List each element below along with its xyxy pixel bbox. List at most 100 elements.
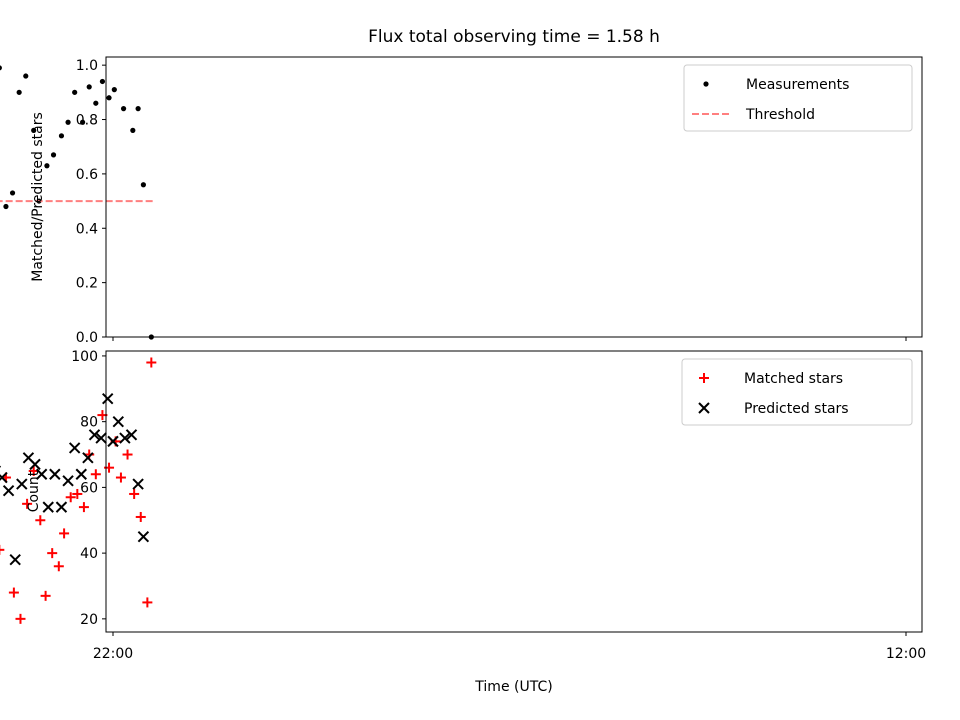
- predicted-star-point: [55, 501, 68, 513]
- predicted-star-point: [102, 392, 114, 405]
- predicted-star-stroke-b: [16, 478, 28, 490]
- measurement-point: [16, 89, 22, 95]
- matched-star-point: [59, 528, 70, 539]
- legend-x-b: [698, 402, 710, 414]
- predicted-star-point: [88, 429, 101, 441]
- predicted-star-stroke-b: [42, 501, 54, 513]
- predicted-star-stroke-b: [119, 432, 131, 444]
- x-axis-label: Time (UTC): [474, 679, 552, 695]
- predicted-star-point: [112, 415, 124, 428]
- axes-frame: [105, 56, 923, 338]
- predicted-star-stroke-b: [0, 471, 8, 481]
- y-axis-label: Matched/Predicted stars: [30, 112, 46, 282]
- y-tick-label: 40: [80, 546, 98, 562]
- predicted-star-point: [2, 484, 15, 497]
- predicted-star-stroke-b: [75, 468, 87, 480]
- predicted-star-point: [125, 429, 138, 441]
- predicted-star-stroke-b: [35, 468, 48, 480]
- y-axis-label: Count: [26, 470, 42, 512]
- y-tick-label: 0.2: [76, 276, 98, 292]
- top-panel-ratio: 0.0 0.2 0.4 0.6 0.8 1.0 Matched/Predicted star…: [0, 56, 923, 346]
- matched-star-point: [129, 488, 140, 499]
- legend-label: Predicted stars: [744, 401, 849, 417]
- matched-star-point: [115, 472, 126, 483]
- predicted-star-stroke-b: [2, 484, 15, 497]
- predicted-star-stroke-b: [9, 553, 21, 566]
- measurement-point: [50, 152, 57, 158]
- y-tick-label: 0.0: [76, 330, 98, 346]
- predicted-star-stroke-b: [95, 432, 107, 444]
- measurement-point: [65, 119, 71, 125]
- measurement-point: [86, 84, 92, 90]
- measurement-point: [80, 119, 86, 125]
- measurement-point: [9, 190, 16, 196]
- predicted-star-stroke-b: [102, 392, 114, 405]
- matched-star-point: [122, 449, 133, 460]
- x-tick-label: 12:00: [886, 646, 926, 662]
- predicted-star-point: [62, 475, 74, 487]
- predicted-star-stroke-b: [49, 468, 61, 480]
- y-tick-label: 20: [80, 612, 98, 628]
- predicted-star-stroke-b: [82, 452, 94, 464]
- predicted-star-stroke-b: [29, 458, 41, 471]
- measurement-point: [72, 89, 78, 95]
- predicted-star-point: [137, 530, 150, 543]
- measurement-point: [99, 78, 106, 85]
- predicted-star-stroke-b: [62, 475, 74, 487]
- y-tick-label: 60: [80, 480, 98, 496]
- matched-star-point: [53, 561, 64, 572]
- y-tick-label: 80: [80, 415, 98, 431]
- measurement-point: [135, 106, 141, 112]
- legend-label: Measurements: [746, 77, 849, 93]
- matched-star-point: [15, 613, 26, 624]
- predicted-star-point: [35, 468, 48, 480]
- measurement-point: [111, 87, 117, 93]
- bottom-panel-count: 2040608010022:0000:0002:0004:0006:0008:0…: [0, 349, 926, 662]
- matched-star-point: [135, 511, 146, 522]
- measurement-point: [106, 95, 112, 101]
- predicted-star-stroke-b: [125, 429, 138, 441]
- axes-frame: [105, 350, 923, 633]
- y-tick-label: 100: [71, 349, 98, 365]
- matched-star-point: [90, 469, 101, 480]
- y-tick-label: 0.8: [76, 113, 98, 129]
- legend-label: Threshold: [745, 107, 815, 123]
- y-tick-label: 0.4: [76, 221, 98, 237]
- predicted-star-point: [95, 432, 107, 444]
- predicted-star-stroke-b: [88, 429, 101, 441]
- matched-star-point: [142, 597, 153, 608]
- legend-dot-marker: [703, 81, 709, 87]
- predicted-star-point: [119, 432, 131, 444]
- matched-star-point: [22, 498, 33, 509]
- measurement-point: [3, 203, 9, 210]
- legend-label: Matched stars: [744, 371, 843, 387]
- matched-star-point: [65, 492, 76, 503]
- predicted-star-point: [75, 468, 87, 480]
- figure-title: Flux total observing time = 1.58 h: [368, 27, 660, 47]
- predicted-star-point: [107, 435, 119, 448]
- x-tick-label: 22:00: [93, 646, 133, 662]
- predicted-star-stroke-b: [132, 478, 144, 490]
- matched-star-point: [40, 590, 51, 601]
- predicted-star-point: [132, 478, 144, 490]
- matched-star-point: [8, 587, 19, 598]
- matched-star-point: [35, 515, 46, 526]
- matched-star-point: [47, 548, 58, 559]
- predicted-star-stroke-b: [112, 415, 124, 428]
- measurement-point: [44, 163, 50, 169]
- predicted-star-point: [42, 501, 54, 513]
- matched-star-point: [0, 544, 5, 555]
- matched-star-point: [78, 502, 89, 513]
- y-tick-label: 0.6: [76, 167, 98, 183]
- matched-star-point: [146, 357, 157, 368]
- predicted-star-stroke-b: [107, 435, 119, 448]
- measurement-point: [0, 65, 2, 71]
- predicted-star-stroke-b: [137, 530, 150, 543]
- measurement-point: [31, 127, 37, 133]
- measurement-point: [93, 100, 99, 106]
- measurement-point: [140, 182, 146, 188]
- measurement-point: [130, 127, 136, 133]
- measurement-point: [120, 106, 127, 112]
- predicted-star-point: [82, 452, 94, 464]
